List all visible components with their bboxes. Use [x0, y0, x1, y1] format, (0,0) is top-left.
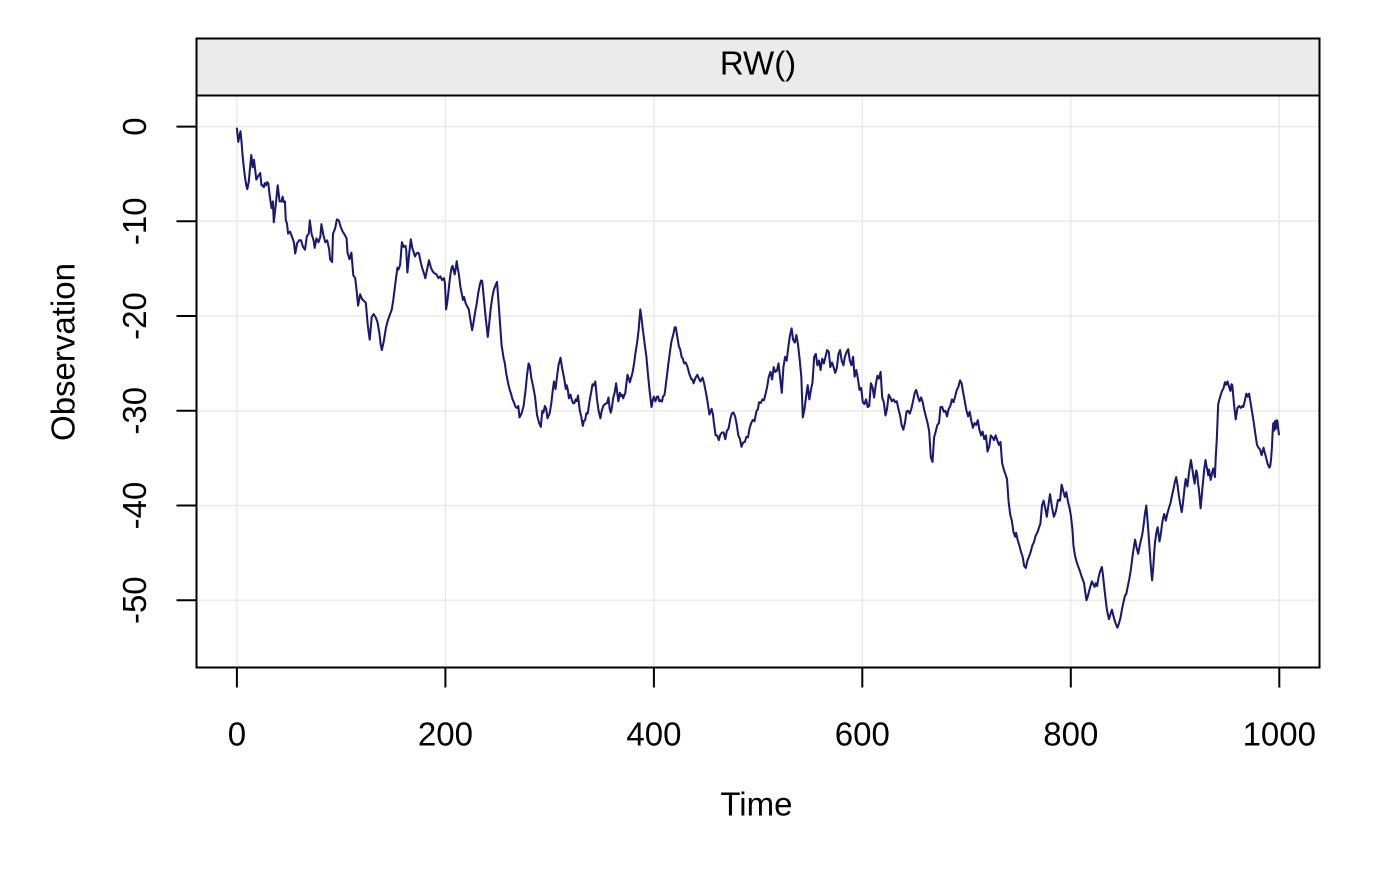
svg-text:-20: -20: [116, 292, 153, 340]
svg-text:-40: -40: [116, 482, 153, 530]
svg-text:0: 0: [116, 117, 153, 135]
svg-text:600: 600: [835, 716, 890, 753]
svg-text:200: 200: [418, 716, 473, 753]
svg-text:-30: -30: [116, 387, 153, 435]
svg-text:1000: 1000: [1243, 716, 1316, 753]
svg-text:Observation: Observation: [45, 263, 82, 441]
svg-text:Time: Time: [720, 786, 792, 823]
svg-text:800: 800: [1043, 716, 1098, 753]
svg-text:-50: -50: [116, 576, 153, 624]
svg-text:-10: -10: [116, 197, 153, 245]
svg-text:0: 0: [228, 716, 246, 753]
svg-text:400: 400: [626, 716, 681, 753]
svg-text:RW(): RW(): [720, 44, 796, 81]
